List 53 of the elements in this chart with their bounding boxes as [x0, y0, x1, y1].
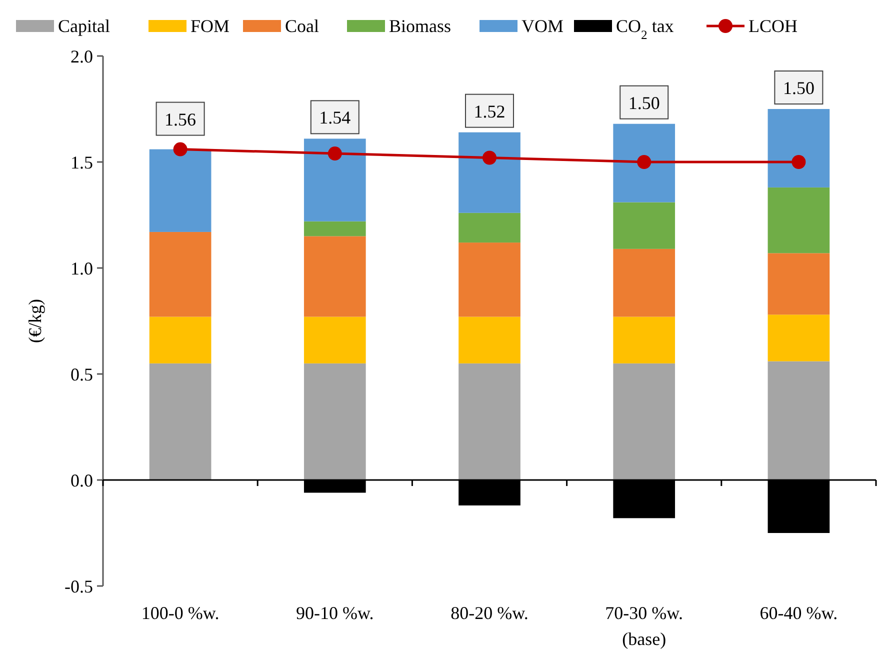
x-tick-label: 100-0 %w. — [141, 603, 220, 623]
bar — [768, 253, 830, 315]
bar — [458, 132, 520, 213]
bar — [768, 314, 830, 362]
bar — [458, 242, 520, 317]
bar — [149, 149, 212, 232]
data-label: 1.54 — [319, 108, 351, 128]
legend-label: VOM — [522, 16, 564, 36]
bar — [613, 124, 676, 202]
bar — [768, 187, 830, 254]
data-label: 1.52 — [474, 101, 506, 122]
point — [792, 155, 806, 169]
bar — [304, 236, 366, 317]
data-label: 1.50 — [628, 92, 660, 113]
bar — [149, 316, 212, 364]
y-axis-title: (€/kg) — [25, 299, 45, 343]
y-tick-label: 0.5 — [70, 364, 93, 384]
point — [173, 142, 188, 156]
bar — [613, 202, 676, 249]
legend-label: CO$_{2}$ tax — [616, 16, 674, 42]
bar — [149, 363, 212, 480]
x-tick-label: 60-40 %w. — [760, 603, 838, 623]
bar — [304, 363, 366, 480]
bar — [613, 248, 676, 317]
bar — [458, 316, 520, 364]
bar — [613, 363, 676, 480]
bar — [613, 316, 676, 364]
y-tick-label: 2.0 — [70, 46, 93, 66]
y-tick-label: 1.5 — [70, 152, 93, 172]
bar — [458, 363, 520, 480]
y-tick-label: -0.5 — [64, 576, 93, 596]
bar — [768, 109, 830, 188]
data-label: 1.56 — [164, 109, 196, 130]
legend-label: Capital — [58, 16, 110, 36]
legend-label: FOM — [190, 16, 230, 36]
x-tick-label: 70-30 %w. (base) — [605, 603, 684, 649]
point — [637, 155, 652, 169]
legend-label: LCOH — [748, 16, 798, 36]
bar — [458, 212, 520, 243]
y-tick-label: 0.0 — [70, 470, 93, 490]
bar — [149, 232, 212, 317]
y-tick-label: 1.0 — [70, 258, 93, 278]
legend-label: Coal — [285, 16, 319, 36]
point — [328, 146, 342, 161]
bar — [304, 221, 366, 236]
x-tick-label: 90-10 %w. — [296, 603, 374, 623]
legend-label: Biomass — [389, 16, 452, 36]
bar — [768, 361, 830, 480]
x-tick-label: 80-20 %w. — [450, 603, 528, 623]
data-label: 1.50 — [782, 78, 814, 98]
point — [482, 150, 496, 165]
bar — [304, 316, 366, 364]
bar — [304, 138, 366, 222]
